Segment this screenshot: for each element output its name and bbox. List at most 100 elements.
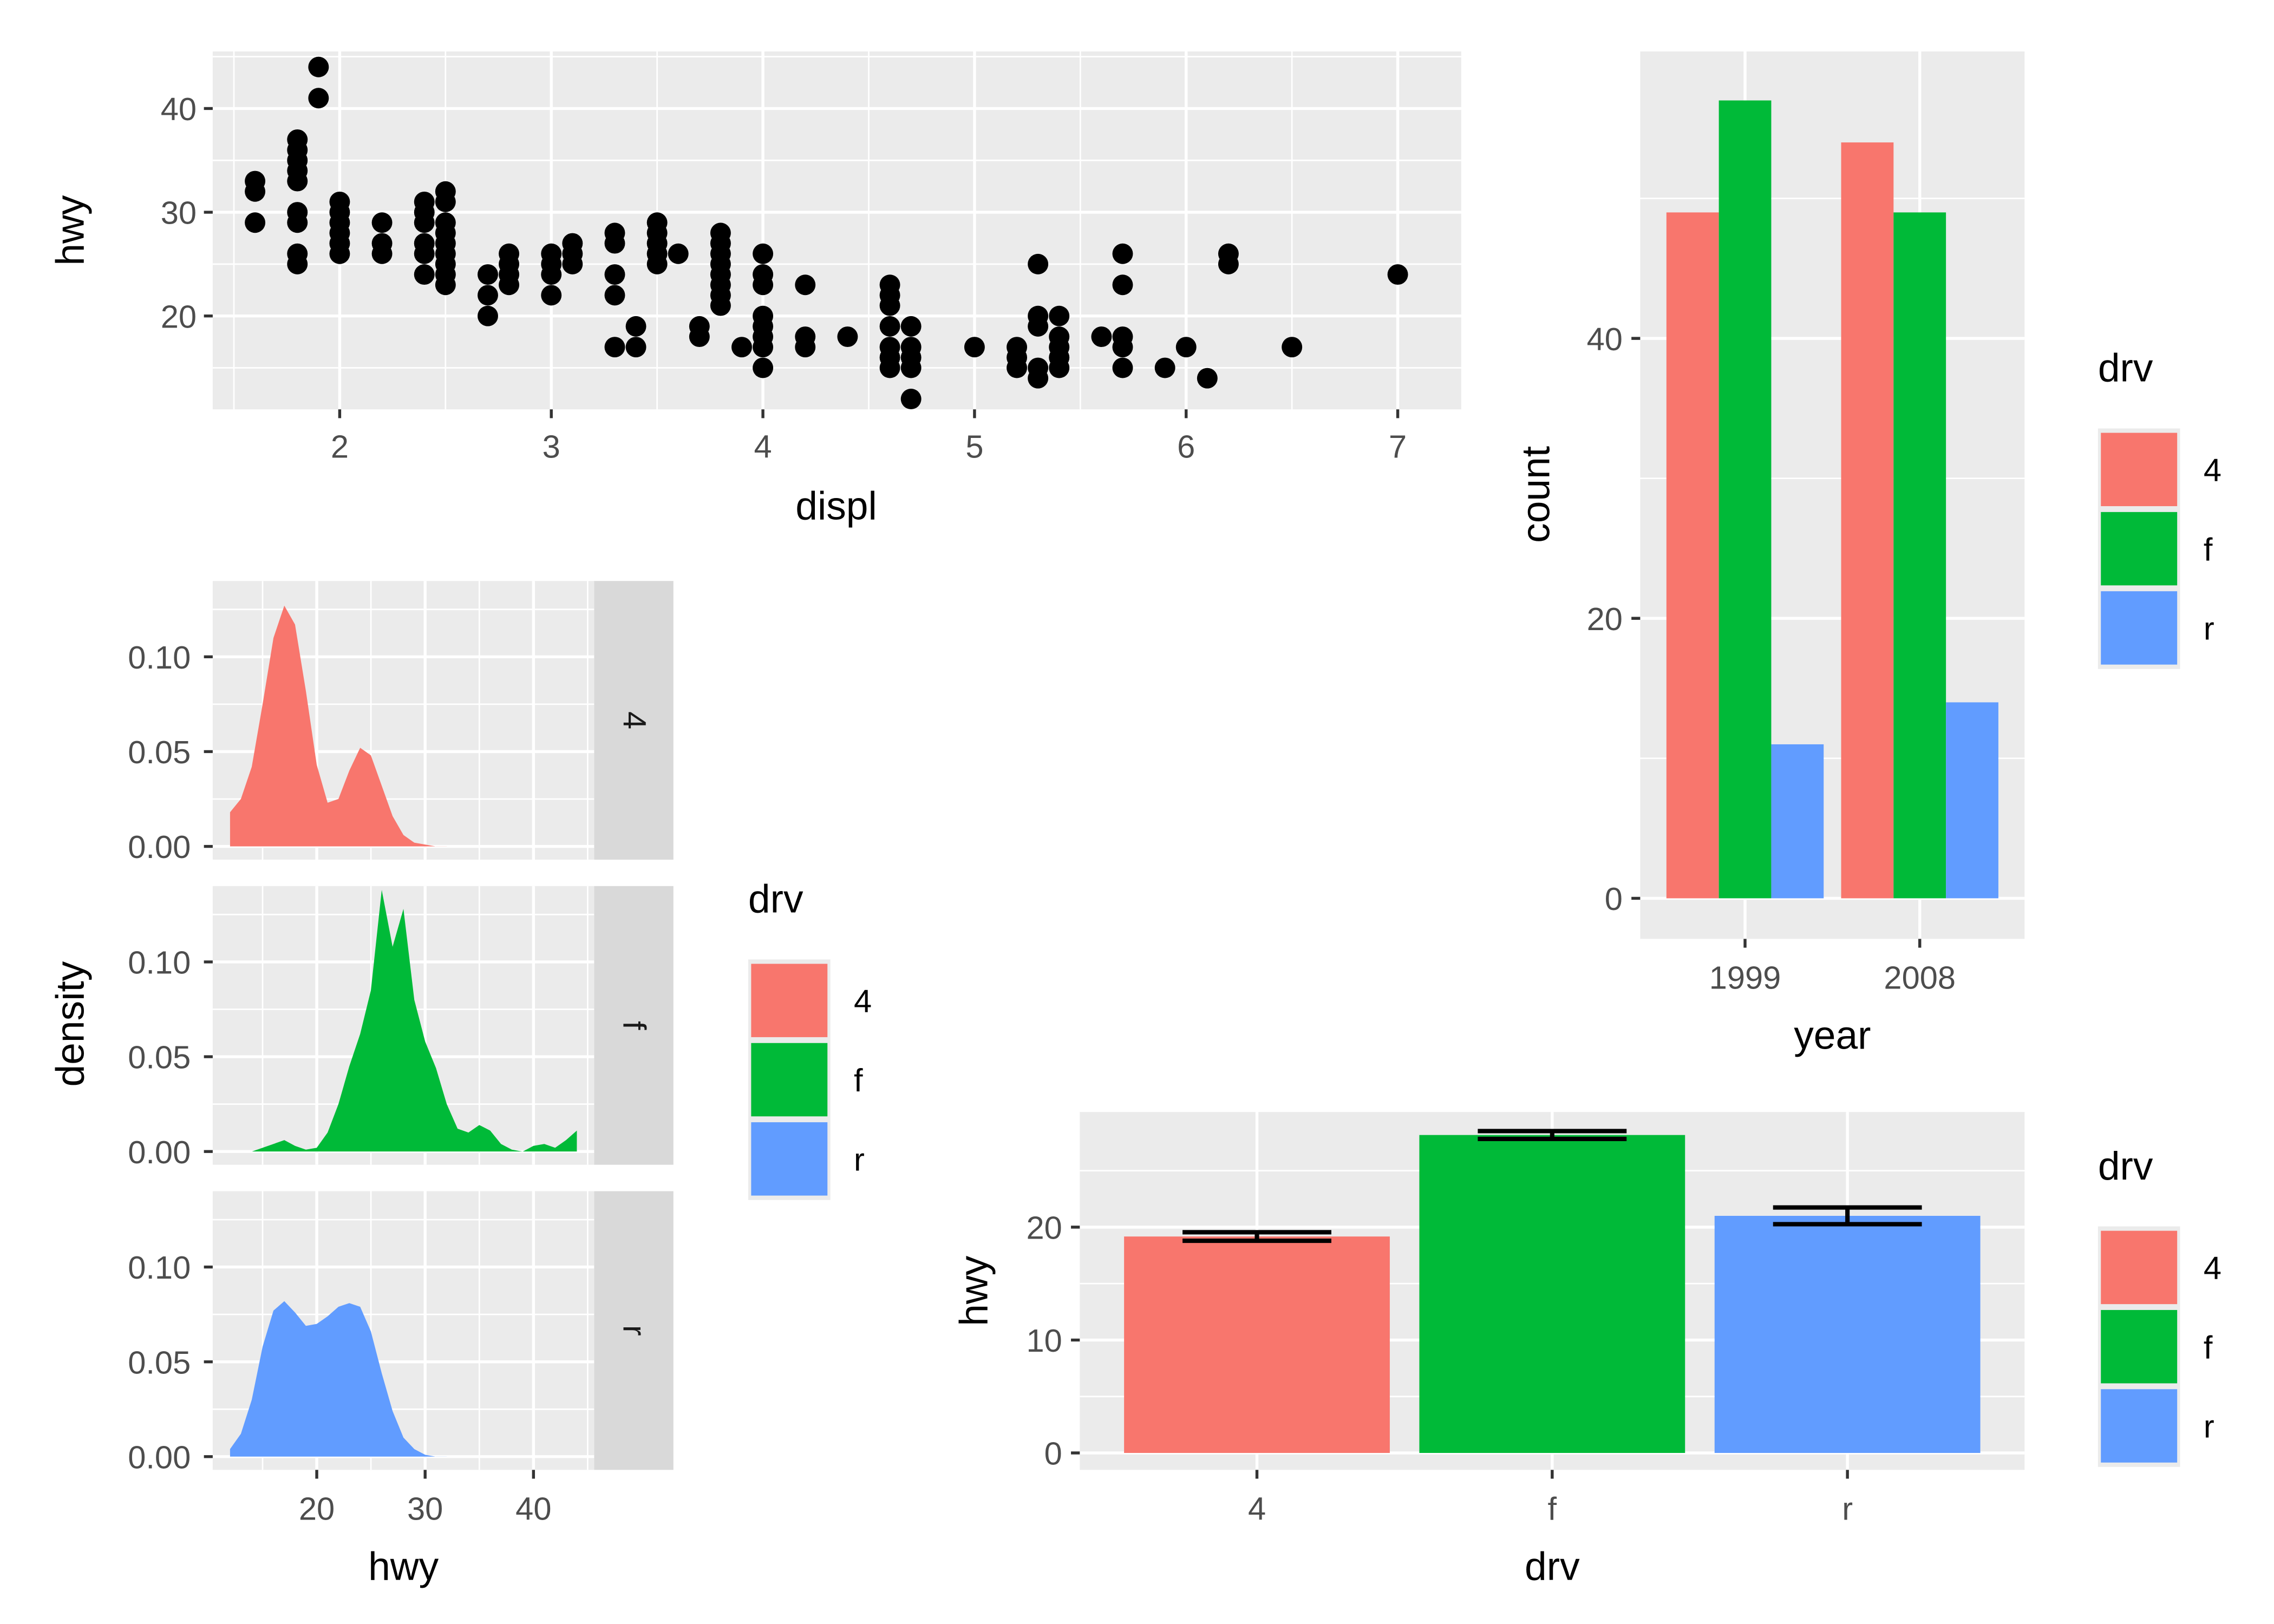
scatter-point [329, 243, 350, 264]
legend-key-r [751, 1122, 828, 1196]
count-bar-chart: 1999 2008 0 20 40 year count drv 4 f r [1513, 51, 2221, 1058]
scatter-point [879, 357, 900, 378]
scatter-point [1112, 337, 1133, 358]
density-x-axis-title: hwy [368, 1544, 439, 1589]
scatter-point [499, 274, 520, 296]
y-tick-label: 0.00 [128, 829, 191, 865]
scatter-point [795, 337, 816, 358]
scatter-point [1197, 368, 1218, 389]
legend-key-r [2101, 591, 2178, 665]
bar-1999-4 [1666, 212, 1719, 899]
scatter-point [731, 337, 752, 358]
scatter-point [795, 274, 816, 296]
legend-label: r [854, 1142, 865, 1178]
legend-title: drv [2098, 346, 2153, 390]
y-tick-label: 0.05 [128, 1344, 191, 1380]
y-tick-label: 30 [161, 195, 197, 231]
facet-strip [594, 581, 674, 860]
scatter-point [371, 243, 393, 264]
scatter-point [414, 264, 435, 285]
bar-4 [1124, 1236, 1390, 1453]
count-x-axis-title: year [1794, 1013, 1871, 1058]
errorbar-r [1773, 1205, 1922, 1227]
scatter-point [435, 274, 456, 296]
bar-f [1419, 1135, 1685, 1453]
scatter-point [1028, 316, 1049, 337]
y-tick-label: 0.10 [128, 1249, 191, 1286]
legend-label: 4 [2204, 452, 2221, 488]
y-tick-label: 10 [1026, 1322, 1062, 1359]
y-tick-label: 0.10 [128, 945, 191, 981]
legend-title: drv [2098, 1144, 2153, 1188]
scatter-point [478, 264, 498, 285]
scatter-point [604, 285, 625, 306]
y-tick-label: 0 [1605, 881, 1623, 917]
scatter-point [1282, 337, 1303, 358]
scatter-point [245, 212, 266, 233]
facet-strip [594, 886, 674, 1165]
scatter-point [1028, 368, 1049, 389]
x-tick-label: 20 [299, 1490, 335, 1527]
mean-legend: drv 4 f r [2097, 1144, 2221, 1467]
x-tick-label: 4 [1248, 1490, 1266, 1527]
scatter-point [1049, 357, 1070, 378]
y-tick-label: 0.10 [128, 639, 191, 676]
legend-label: f [2204, 1329, 2213, 1365]
bar-r [1714, 1216, 1981, 1453]
legend-label: 4 [854, 983, 872, 1019]
bar-2008-4 [1841, 142, 1894, 899]
facet-strip-label: r [617, 1325, 653, 1336]
scatter-point [604, 337, 625, 358]
scatter-point [1112, 274, 1133, 296]
scatter-point [879, 316, 900, 337]
scatter-point [604, 233, 625, 254]
legend-label: r [2204, 1409, 2214, 1445]
scatter-point [541, 285, 562, 306]
mean-y-axis-title: hwy [952, 1255, 996, 1326]
x-tick-label: 7 [1389, 429, 1407, 465]
y-tick-label: 0 [1044, 1436, 1062, 1472]
scatter-point [900, 357, 922, 378]
scatter-point [1175, 337, 1197, 358]
scatter-point [625, 316, 646, 337]
scatter-point [308, 56, 329, 77]
legend-label: f [854, 1062, 863, 1098]
facet-strip [594, 1191, 674, 1470]
x-tick-label: 6 [1177, 429, 1195, 465]
scatter-point [964, 337, 985, 358]
density-facet-r: r 0.00 0.05 0.10 [128, 1191, 674, 1475]
scatter-point [753, 243, 774, 264]
scatter-y-axis-title: hwy [48, 195, 92, 266]
y-tick-label: 20 [161, 298, 197, 335]
scatter-point [710, 295, 731, 316]
errorbar-f [1478, 1129, 1627, 1142]
mean-bar-chart: 4 f r 0 10 20 drv hwy drv 4 f r [952, 1112, 2221, 1589]
density-plot: 40.000.050.10f0.000.050.10r0.000.050.10 … [48, 581, 872, 1589]
legend-key-f [2101, 512, 2178, 586]
bar-2008-f [1893, 212, 1946, 899]
scatter-point [879, 295, 900, 316]
density-legend: drv 4 f r [748, 877, 872, 1200]
scatter-point [371, 212, 393, 233]
scatter-point [1007, 357, 1028, 378]
scatter-plot: 2 3 4 5 6 7 20 30 40 displ hwy [48, 51, 1461, 528]
scatter-point [837, 326, 858, 348]
scatter-point [414, 212, 435, 233]
scatter-x-axis-title: displ [795, 483, 877, 528]
y-tick-label: 40 [1587, 321, 1623, 357]
scatter-point [287, 212, 308, 233]
scatter-point [604, 264, 625, 285]
scatter-point [478, 285, 498, 306]
x-tick-label: 2008 [1884, 960, 1956, 996]
scatter-point [1154, 357, 1175, 378]
scatter-point [689, 326, 710, 348]
scatter-point [1049, 305, 1070, 326]
scatter-point [1387, 264, 1408, 285]
y-tick-label: 0.00 [128, 1439, 191, 1475]
x-tick-label: f [1548, 1490, 1557, 1527]
scatter-point [287, 253, 308, 274]
legend-label: f [2204, 531, 2213, 567]
scatter-point [1218, 253, 1239, 274]
mean-x-axis-title: drv [1525, 1544, 1580, 1589]
